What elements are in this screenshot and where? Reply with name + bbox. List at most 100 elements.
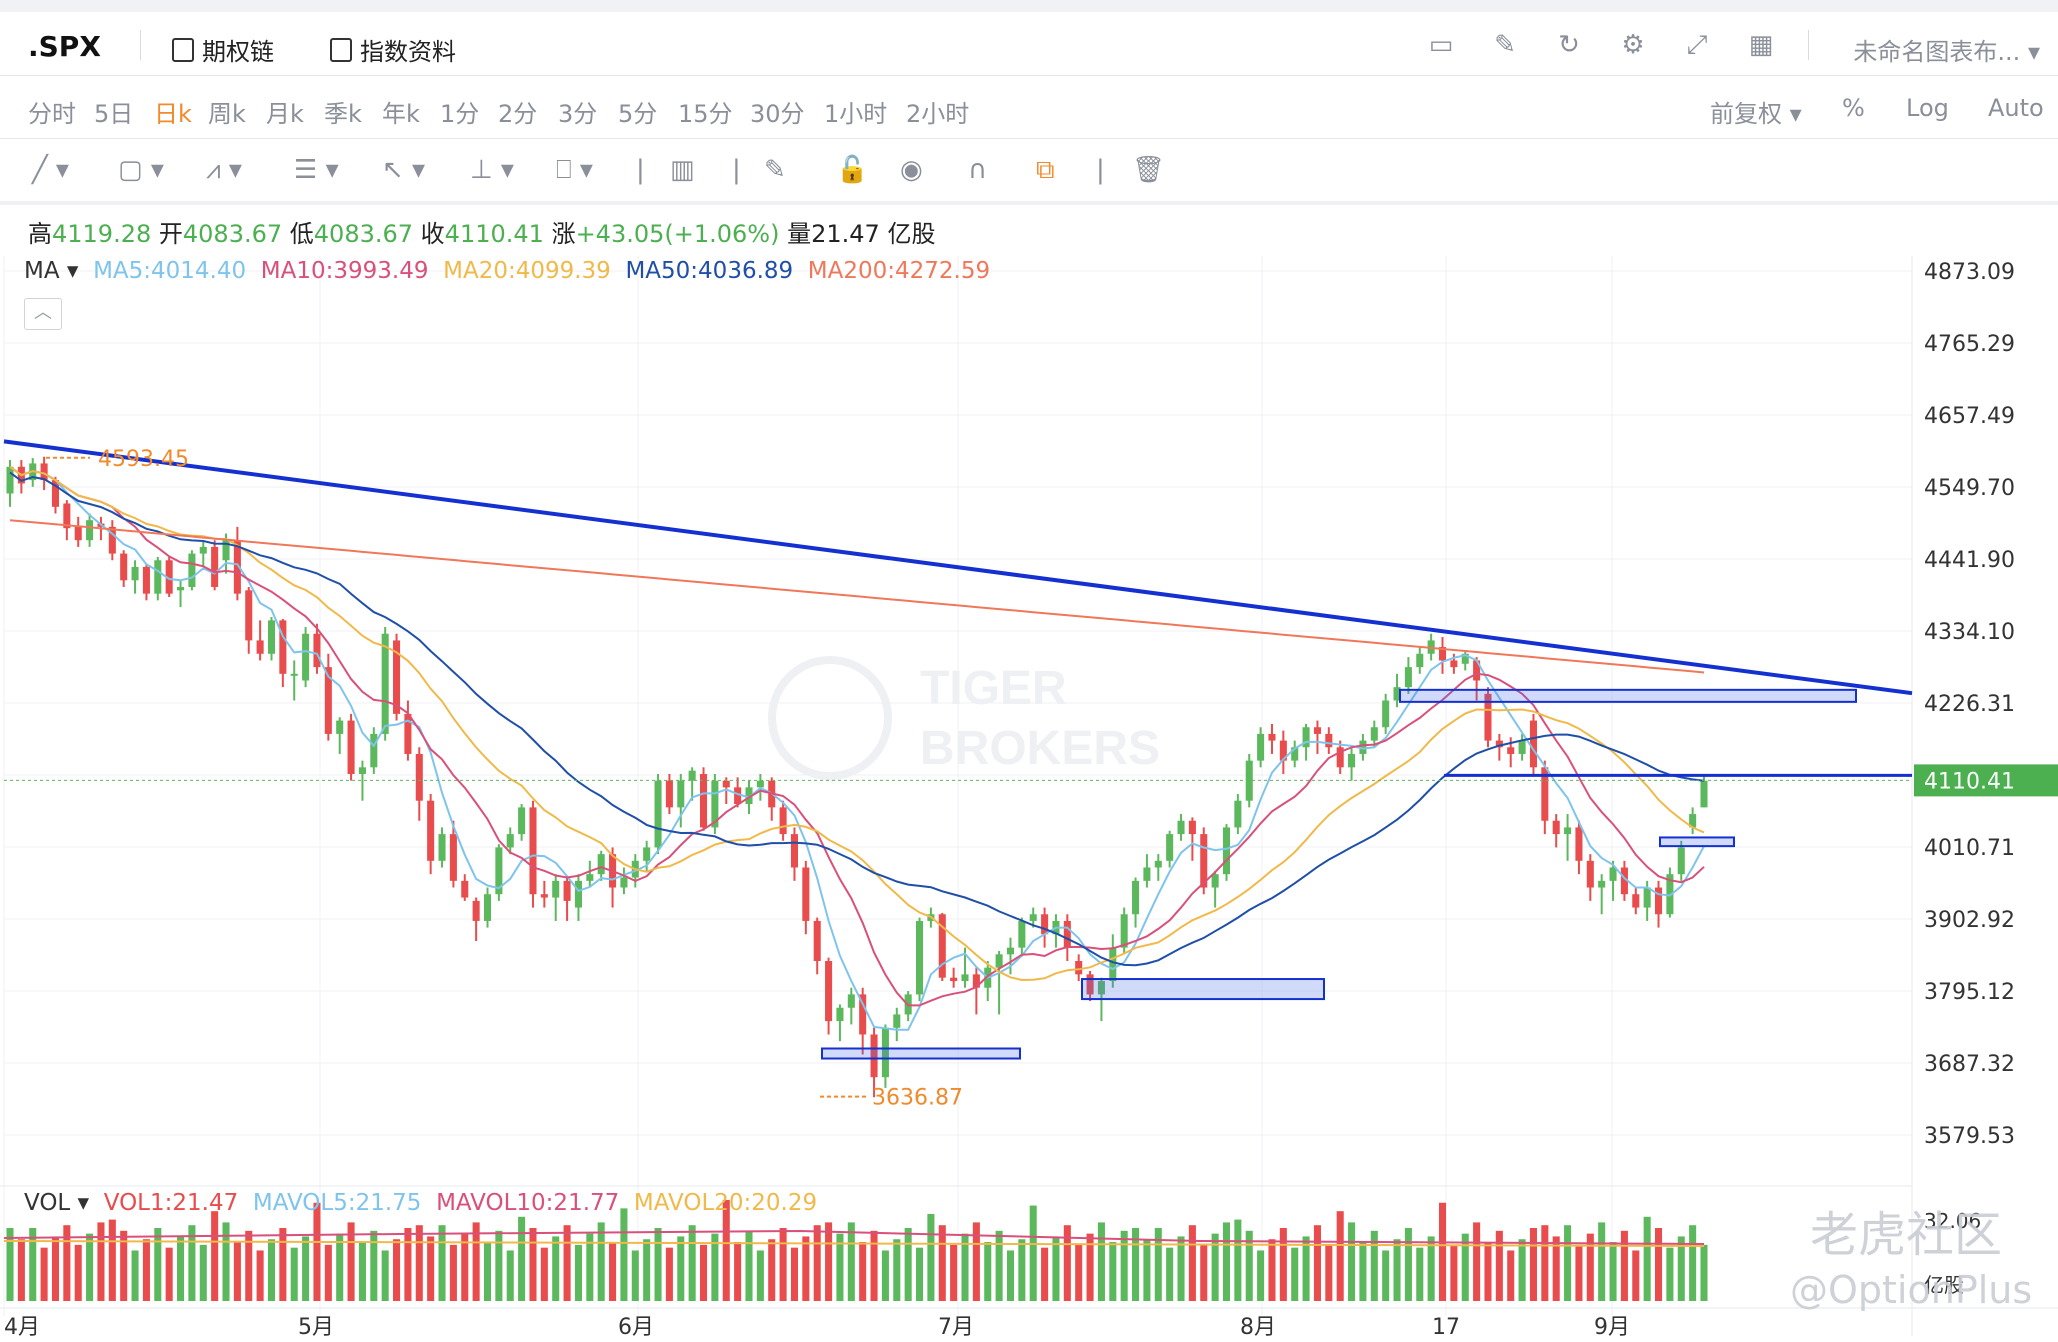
- volume-bar: [233, 1242, 241, 1301]
- brush-tool-icon[interactable]: ✎: [764, 155, 786, 185]
- volume-bar: [870, 1230, 878, 1301]
- pattern-tool-icon[interactable]: ⩘ ▾: [206, 155, 242, 185]
- x-tick-label: 8月: [1240, 1315, 1276, 1336]
- mavol5-value: MAVOL5:21.75: [252, 1190, 422, 1216]
- period-2h[interactable]: 2小时: [906, 100, 970, 128]
- candle-body: [1609, 867, 1617, 881]
- high-annotation: 4593.45: [98, 447, 189, 472]
- period-15min[interactable]: 15分: [678, 100, 733, 128]
- candle-body: [358, 767, 366, 774]
- period-fenshi[interactable]: 分时: [28, 100, 76, 128]
- refresh-icon[interactable]: ↻: [1558, 30, 1580, 60]
- period-3min[interactable]: 3分: [558, 100, 598, 128]
- volume-bar: [1404, 1228, 1412, 1301]
- adjust-dropdown[interactable]: 前复权 ▾: [1710, 100, 1802, 128]
- close-value: 4110.41: [444, 220, 544, 248]
- layers-icon[interactable]: ⧉: [1036, 155, 1055, 185]
- option-chain-link[interactable]: 期权链: [172, 32, 274, 67]
- rectangle-tool-icon[interactable]: ▢ ▾: [118, 155, 164, 185]
- symbol-label[interactable]: .SPX: [28, 30, 101, 63]
- volume-bar: [836, 1233, 844, 1301]
- candle-body: [881, 1027, 889, 1078]
- candle-body: [404, 713, 412, 754]
- low-annotation: 3636.87: [872, 1086, 963, 1111]
- candle-body: [597, 854, 605, 875]
- period-30min[interactable]: 30分: [750, 100, 805, 128]
- period-1h[interactable]: 1小时: [824, 100, 888, 128]
- period-1min[interactable]: 1分: [440, 100, 480, 128]
- period-2min[interactable]: 2分: [498, 100, 538, 128]
- candle-body: [1302, 727, 1310, 748]
- brand-text: BROKERS: [920, 722, 1160, 775]
- index-info-link[interactable]: 指数资料: [330, 32, 456, 67]
- magnet-icon[interactable]: ∩: [968, 155, 988, 185]
- candle-body: [643, 847, 651, 861]
- line-tool-icon[interactable]: ╱ ▾: [32, 155, 69, 185]
- candle-body: [1348, 753, 1356, 768]
- auto-toggle[interactable]: Auto: [1988, 94, 2044, 122]
- candle-body: [1325, 733, 1333, 748]
- volume-bar: [1598, 1222, 1606, 1301]
- vol-selector[interactable]: VOL ▾: [24, 1190, 90, 1216]
- period-daily[interactable]: 日k: [154, 100, 192, 128]
- volume-bar: [131, 1250, 139, 1301]
- volume-bar: [1586, 1233, 1594, 1301]
- expand-icon[interactable]: ⤢: [1686, 30, 1708, 60]
- low-label: 低: [289, 220, 314, 248]
- candle-body: [1689, 814, 1697, 828]
- measure-tool-icon[interactable]: ⊥ ▾: [470, 155, 514, 185]
- candle-body: [665, 780, 673, 808]
- volume-bar: [120, 1230, 128, 1301]
- text-tool-icon[interactable]: ⎕ ▾: [556, 155, 593, 185]
- collapse-legend-button[interactable]: ︿: [24, 298, 62, 330]
- volume-bar: [1097, 1222, 1105, 1301]
- eye-icon[interactable]: ◉: [900, 155, 923, 185]
- volume-bar: [370, 1230, 378, 1301]
- candle-body: [267, 620, 276, 654]
- volume-bar: [984, 1242, 992, 1301]
- candle-body: [74, 526, 82, 541]
- candle-body: [393, 640, 401, 714]
- percent-toggle[interactable]: %: [1842, 94, 1865, 122]
- arrow-tool-icon[interactable]: ↖ ▾: [382, 155, 426, 185]
- period-yearly[interactable]: 年k: [382, 100, 420, 128]
- chart-box-icon: [172, 37, 194, 62]
- candle-body: [540, 894, 548, 898]
- grid-layout-icon[interactable]: ▦: [1748, 30, 1774, 60]
- log-toggle[interactable]: Log: [1906, 94, 1949, 122]
- candle-body: [552, 880, 560, 898]
- monitor-chart-icon[interactable]: ▭: [1428, 30, 1454, 60]
- lock-icon[interactable]: 🔓: [836, 155, 869, 185]
- volume-bar: [1075, 1244, 1083, 1301]
- vol-axis-value: 32.06: [1924, 1209, 1981, 1233]
- fib-tool-icon[interactable]: ☰ ▾: [294, 155, 339, 185]
- trash-icon[interactable]: 🗑: [1132, 155, 1166, 185]
- period-5min[interactable]: 5分: [618, 100, 658, 128]
- mavol10-value: MAVOL10:21.77: [436, 1190, 620, 1216]
- bars-tool-icon[interactable]: ▥: [670, 155, 695, 185]
- candle-body: [1245, 760, 1253, 801]
- candle-body: [438, 834, 446, 861]
- candle-body: [756, 780, 764, 788]
- candle-body: [1700, 780, 1708, 808]
- volume-bar: [1041, 1247, 1049, 1301]
- period-quarterly[interactable]: 季k: [324, 100, 362, 128]
- candle-body: [1393, 687, 1401, 701]
- period-weekly[interactable]: 周k: [208, 100, 246, 128]
- y-tick-label: 4226.31: [1924, 692, 2015, 717]
- layout-name-label: 未命名图表布...: [1853, 38, 2021, 66]
- layout-selector[interactable]: 未命名图表布... ▾: [1853, 32, 2040, 67]
- x-tick-label: 4月: [4, 1315, 40, 1336]
- ma-selector[interactable]: MA ▾: [24, 258, 79, 284]
- gear-icon[interactable]: ⚙: [1621, 30, 1645, 60]
- volume-bar: [529, 1228, 537, 1301]
- period-5day[interactable]: 5日: [94, 100, 134, 128]
- volume-bar: [63, 1225, 71, 1301]
- volume-bar: [1211, 1233, 1219, 1301]
- candle-body: [870, 1034, 878, 1078]
- candle-body: [586, 874, 594, 881]
- volume-bar: [597, 1222, 605, 1301]
- period-monthly[interactable]: 月k: [266, 100, 304, 128]
- edit-pen-icon[interactable]: ✎: [1494, 30, 1516, 60]
- price-chart[interactable]: TIGER BROKERS 4873.09 4765.29 4657.49 4549.70…: [0, 256, 2058, 1336]
